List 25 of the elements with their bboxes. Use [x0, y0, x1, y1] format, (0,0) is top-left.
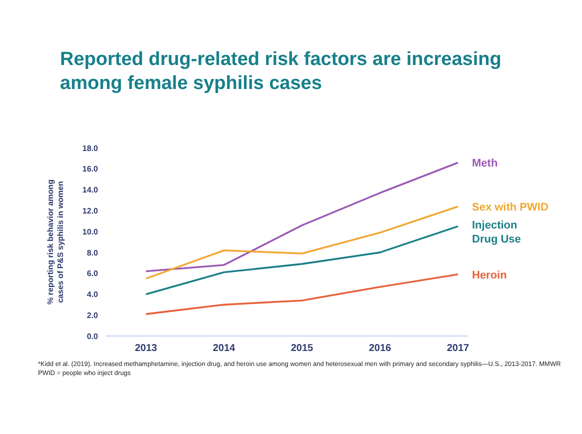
- x-tick-label: 2014: [212, 343, 236, 354]
- series-label: Meth: [472, 158, 498, 170]
- x-tick-label: 2015: [290, 343, 314, 354]
- chart-title: Reported drug-related risk factors are increasing among female syphilis cases: [60, 48, 502, 96]
- y-tick-label: 6.0: [86, 269, 99, 278]
- line-series: [145, 206, 459, 280]
- y-tick-label: 14.0: [82, 186, 99, 195]
- y-tick-label: 16.0: [82, 164, 99, 174]
- y-tick-label: 8.0: [86, 248, 99, 258]
- x-tick-label: 2016: [368, 343, 392, 354]
- x-tick-label: 2013: [134, 343, 158, 354]
- line-series: [145, 273, 459, 315]
- line-series: [145, 225, 459, 296]
- series-label: Injection Drug Use: [472, 219, 521, 246]
- x-tick-label: 2017: [446, 343, 470, 354]
- y-axis-title: % reporting risk behavior among cases of P&S syphilis in women: [46, 179, 65, 304]
- y-tick-label: 12.0: [82, 206, 99, 216]
- y-tick-label: 2.0: [86, 310, 99, 320]
- line-series: [145, 162, 459, 272]
- y-tick-label: 18.0: [82, 144, 99, 153]
- series-label: Sex with PWID: [472, 201, 548, 214]
- y-tick-label: 10.0: [82, 227, 99, 236]
- y-tick-label: 4.0: [86, 290, 99, 300]
- y-tick-label: 0.0: [86, 332, 99, 341]
- series-label: Heroin: [472, 269, 508, 282]
